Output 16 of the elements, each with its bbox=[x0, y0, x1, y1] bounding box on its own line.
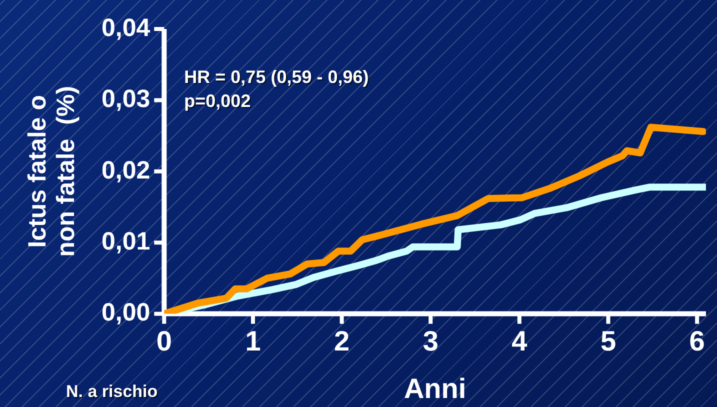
x-tick-label: 3 bbox=[422, 325, 438, 356]
y-tick-label: 0,02 bbox=[101, 156, 150, 184]
x-tick-label: 2 bbox=[334, 325, 350, 356]
x-axis-title: Anni bbox=[404, 372, 466, 404]
annotation: HR = 0,75 (0,59 - 0,96) p=0,002 bbox=[184, 66, 369, 111]
y-tick-label: 0,01 bbox=[101, 227, 150, 256]
x-tick-label: 4 bbox=[512, 325, 528, 356]
x-tick-label: 1 bbox=[245, 325, 261, 356]
x-tick-label: 0 bbox=[156, 325, 172, 356]
y-axis-title: Ictus fatale o non fatale (%) bbox=[23, 86, 80, 257]
y-tick-label: 0,04 bbox=[101, 14, 150, 42]
text: N. a rischio bbox=[66, 382, 158, 402]
x-tick-label: 6 bbox=[689, 325, 705, 356]
y-tick-label: 0,03 bbox=[101, 85, 150, 114]
x-tick-label: 5 bbox=[600, 325, 616, 356]
y-tick-label: 0,00 bbox=[101, 298, 150, 327]
